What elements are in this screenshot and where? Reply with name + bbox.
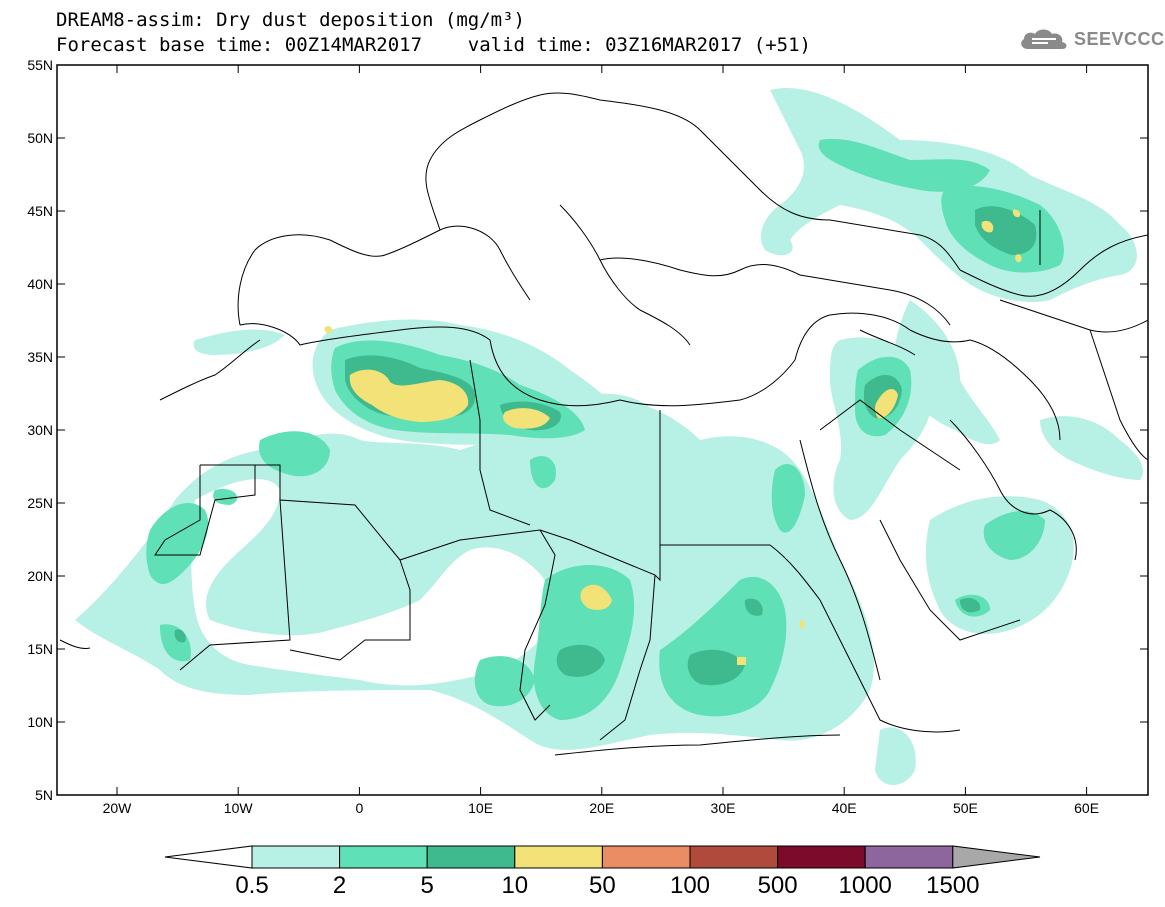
lat-label: 5N (35, 787, 53, 803)
lon-label: 30E (711, 800, 736, 816)
lon-label: 20E (589, 800, 614, 816)
colorbar-swatch (426, 845, 516, 869)
colorbar-level-label: 1000 (839, 872, 892, 899)
dust-level-10 (324, 209, 1022, 665)
lon-label: 40E (832, 800, 857, 816)
colorbar-level-label: 2 (333, 872, 346, 899)
colorbar-level-label: 10 (501, 872, 528, 899)
colorbar-swatch (601, 845, 691, 869)
colorbar-swatch (514, 845, 603, 869)
colorbar-level-label: 1500 (926, 872, 979, 899)
colorbar-under-triangle (164, 845, 253, 869)
seevccc-logo: SEEVCCC (1018, 27, 1165, 51)
cloud-icon (1021, 29, 1067, 49)
colorbar-swatch (339, 845, 428, 869)
map-title: DREAM8-assim: Dry dust deposition (mg/m³… (56, 9, 525, 31)
lat-label: 40N (27, 276, 53, 292)
lat-label: 30N (27, 422, 53, 438)
lon-label: 10W (224, 800, 254, 816)
logo-text: SEEVCCC (1074, 28, 1165, 49)
lon-label: 60E (1074, 800, 1099, 816)
lat-label: 35N (27, 349, 53, 365)
lon-label: 20W (103, 800, 133, 816)
colorbar-swatch (689, 845, 779, 869)
map-axes: 55N 50N 45N 40N 35N 30N 25N 20N 15N 10N 5N 20W 10W 0 1… (27, 57, 1148, 816)
lat-label: 55N (27, 57, 53, 73)
lat-label: 25N (27, 495, 53, 511)
lon-label: 10E (468, 800, 493, 816)
lat-label: 20N (27, 568, 53, 584)
colorbar-level-label: 0.5 (235, 872, 268, 899)
colorbar-swatch (777, 845, 866, 869)
lat-label: 45N (27, 203, 53, 219)
country-borders (59, 92, 1148, 756)
lat-label: 50N (27, 130, 53, 146)
lon-label: 50E (953, 800, 978, 816)
colorbar-level-label: 50 (589, 872, 616, 899)
colorbar-level-label: 5 (421, 872, 434, 899)
colorbar-level-label: 100 (670, 872, 710, 899)
lon-label: 0 (356, 800, 364, 816)
map-subtitle: Forecast base time: 00Z14MAR2017 valid t… (56, 34, 811, 56)
colorbar: 0.5 2 5 10 50 100 500 1000 1500 (164, 845, 1041, 899)
colorbar-over-triangle (952, 845, 1041, 869)
lat-label: 10N (27, 714, 53, 730)
dust-fields (75, 88, 1144, 785)
lat-label: 15N (27, 641, 53, 657)
colorbar-level-label: 500 (758, 872, 798, 899)
colorbar-swatch (251, 845, 341, 869)
colorbar-swatch (864, 845, 954, 869)
